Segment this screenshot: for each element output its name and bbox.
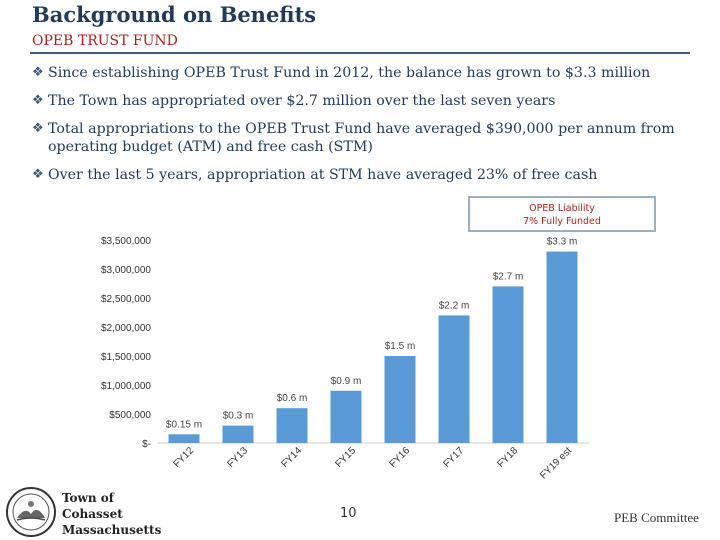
bar [384, 356, 416, 443]
y-tick-label: $3,500,000 [101, 236, 151, 247]
bar-data-label: $0.15 m [166, 419, 202, 430]
y-tick-label: $1,500,000 [101, 352, 151, 363]
bullet-text: Since establishing OPEB Trust Fund in 20… [48, 65, 651, 81]
town-line-1: Town of [62, 491, 114, 505]
callout-line-2: 7% Fully Funded [523, 216, 601, 227]
y-tick-label: $500,000 [109, 410, 151, 421]
bar-data-label: $2.7 m [493, 271, 524, 282]
bullet-item: ❖ Total appropriations to the OPEB Trust… [32, 120, 707, 156]
y-tick-label: $1,000,000 [101, 381, 151, 392]
y-tick-label: $3,000,000 [101, 265, 151, 276]
bullet-list: ❖ Since establishing OPEB Trust Fund in … [32, 64, 707, 194]
header-divider [30, 52, 690, 54]
x-tick-label: FY12 [171, 445, 196, 470]
x-tick-label: FY16 [387, 445, 412, 470]
page-number: 10 [340, 506, 357, 521]
bar [438, 315, 470, 443]
bullet-text: Total appropriations to the OPEB Trust F… [48, 121, 675, 155]
footer-committee-label: PEB Committee [614, 510, 699, 525]
x-tick-label: FY13 [225, 445, 250, 470]
town-name-block: Town of Cohasset Massachusetts [62, 490, 161, 538]
x-tick-label: FY15 [333, 445, 358, 470]
x-tick-label: FY18 [495, 445, 520, 470]
y-tick-label: $- [142, 439, 151, 450]
bar-data-label: $0.6 m [277, 393, 308, 404]
bar-data-label: $3.3 m [547, 237, 578, 248]
opeb-balance-bar-chart: $- $500,000 $1,000,000 $1,500,000 $2,000,000… [101, 236, 589, 481]
bar-data-label: $0.3 m [223, 411, 254, 422]
diamond-bullet-icon: ❖ [32, 121, 44, 136]
x-tick-label: FY14 [279, 445, 304, 470]
bullet-item: ❖ Over the last 5 years, appropriation a… [32, 166, 707, 184]
town-line-2: Cohasset [62, 507, 123, 521]
diamond-bullet-icon: ❖ [32, 167, 44, 182]
bar [492, 286, 524, 443]
bullet-text: Over the last 5 years, appropriation at … [48, 167, 598, 183]
page-subtitle: OPEB TRUST FUND [32, 33, 178, 49]
bullet-item: ❖ The Town has appropriated over $2.7 mi… [32, 92, 707, 110]
bar [222, 425, 254, 443]
opeb-liability-callout: OPEB Liability 7% Fully Funded [468, 196, 656, 232]
town-seal-logo [6, 487, 56, 537]
callout-line-1: OPEB Liability [529, 203, 595, 214]
bar-data-label: $1.5 m [385, 341, 416, 352]
x-tick-label: FY19 est [538, 445, 574, 481]
bullet-item: ❖ Since establishing OPEB Trust Fund in … [32, 64, 707, 82]
bullet-text: The Town has appropriated over $2.7 mill… [48, 93, 556, 109]
bar [168, 434, 200, 443]
bar-data-label: $0.9 m [331, 376, 362, 387]
page-title: Background on Benefits [32, 2, 317, 27]
bar [546, 251, 578, 443]
y-tick-label: $2,500,000 [101, 294, 151, 305]
bar-data-label: $2.2 m [439, 300, 470, 311]
bar [276, 408, 308, 443]
diamond-bullet-icon: ❖ [32, 65, 44, 80]
bar [330, 390, 362, 443]
x-tick-label: FY17 [441, 445, 466, 470]
diamond-bullet-icon: ❖ [32, 93, 44, 108]
y-tick-label: $2,000,000 [101, 323, 151, 334]
town-line-3: Massachusetts [62, 523, 162, 537]
